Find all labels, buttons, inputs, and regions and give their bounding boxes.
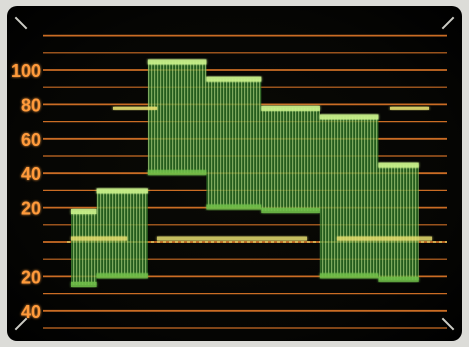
trace-step-top-edge — [96, 188, 148, 194]
scale-labels: 100 80 60 40 20 20 40 — [11, 61, 41, 322]
trace-baseline-highlight — [71, 236, 127, 241]
trace-step-texture — [147, 61, 207, 174]
scale-label: 40 — [21, 164, 41, 184]
trace-step-bottom-edge — [261, 208, 320, 214]
waveform-trace — [71, 59, 432, 287]
trace-step-top-edge — [206, 76, 262, 82]
scale-label: 20 — [21, 199, 41, 219]
trace-step-top-edge — [378, 162, 419, 168]
trace-step-texture — [378, 164, 419, 280]
trace-step-top-edge — [319, 114, 379, 120]
trace-step-bottom-edge — [319, 273, 379, 279]
scale-label: 40 — [21, 302, 41, 322]
scale-label: 60 — [21, 130, 41, 150]
trace-step-bottom-edge — [206, 204, 262, 210]
trace-step-top-edge — [147, 59, 207, 65]
waveform-monitor-display: 100 80 60 40 20 20 40 — [7, 6, 462, 341]
trace-step-texture — [96, 190, 148, 277]
trace-step-texture — [206, 78, 262, 208]
trace-step-bottom-edge — [71, 282, 97, 287]
trace-step-texture — [319, 116, 379, 277]
scale-label: 80 — [21, 95, 41, 115]
scale-label: 20 — [21, 267, 41, 287]
trace-step-texture — [71, 211, 97, 285]
trace-baseline-highlight — [337, 236, 432, 241]
trace-reference-mark — [390, 106, 429, 110]
trace-step-texture — [261, 107, 320, 212]
trace-baseline-highlight — [157, 236, 307, 241]
trace-reference-mark — [113, 106, 157, 110]
trace-step-bottom-edge — [147, 170, 207, 176]
trace-step-top-edge — [71, 209, 97, 215]
trace-step-top-edge — [261, 105, 320, 111]
waveform-graticule: 100 80 60 40 20 20 40 — [11, 34, 447, 329]
trace-step-bottom-edge — [96, 273, 148, 279]
scale-label: 100 — [11, 61, 41, 81]
trace-step-bottom-edge — [378, 276, 419, 282]
